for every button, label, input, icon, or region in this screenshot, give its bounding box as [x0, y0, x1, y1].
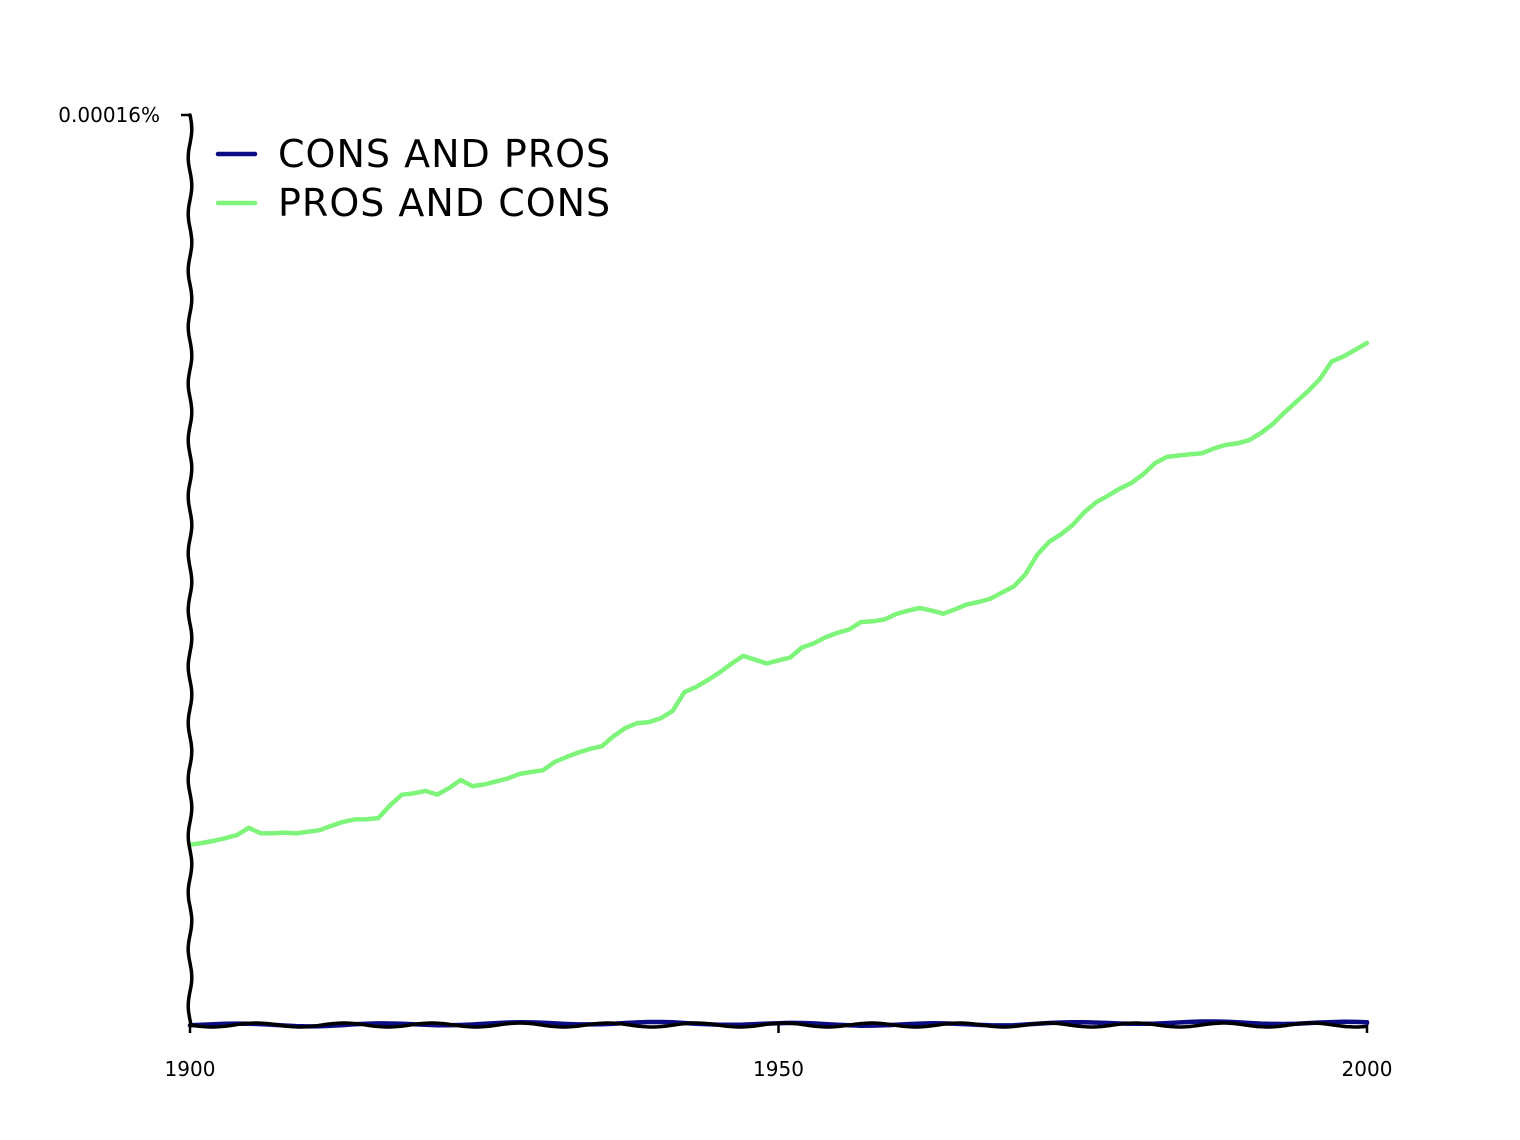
x-tick-label: 1950: [753, 1057, 804, 1081]
axis-ticks: 1900 1950 2000 0.00016%: [58, 103, 1392, 1081]
x-tick-label: 2000: [1342, 1057, 1393, 1081]
legend-label-0: CONS AND PROS: [278, 132, 611, 176]
legend: CONS AND PROS PROS AND CONS: [215, 132, 611, 225]
plot-lines: [187, 340, 1370, 1029]
series-line-1: [187, 340, 1370, 848]
legend-label-1: PROS AND CONS: [278, 181, 611, 225]
y-tick-label: 0.00016%: [58, 103, 160, 127]
x-axis: [188, 1021, 1368, 1029]
x-tick-label: 1900: [165, 1057, 216, 1081]
y-axis: [186, 113, 194, 1025]
